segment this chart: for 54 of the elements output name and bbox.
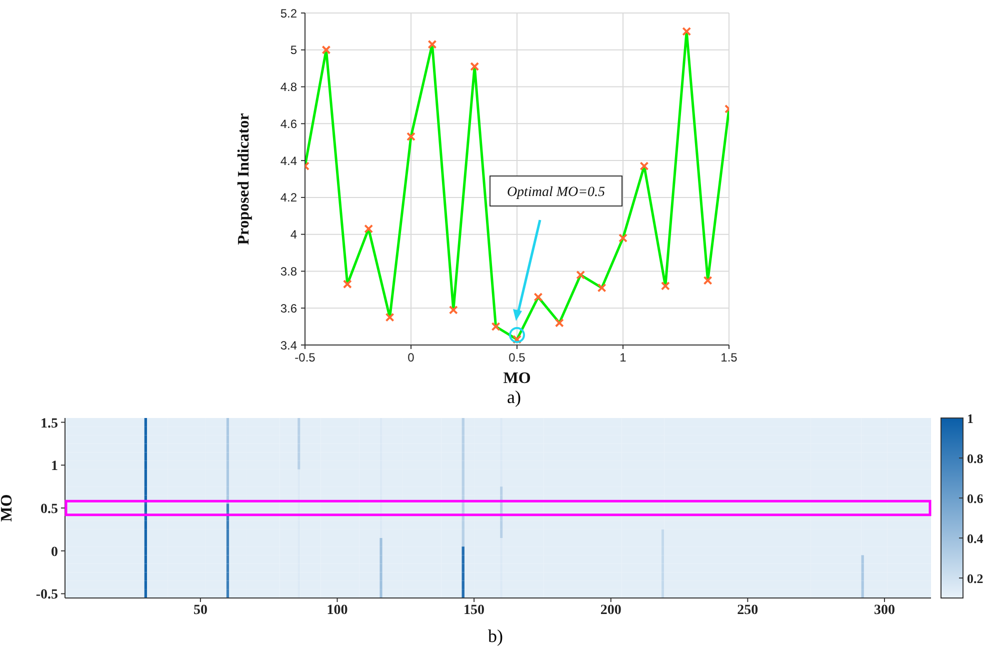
x-tick-label: 1.5 — [720, 350, 738, 365]
x-tick-label: 250 — [737, 602, 758, 618]
y-tick-label: 5.2 — [280, 6, 298, 20]
annotation: Optimal MO=0.5 — [506, 185, 606, 200]
y-tick-label: 5 — [290, 43, 298, 58]
point — [428, 40, 437, 49]
x-tick-label: 200 — [600, 602, 622, 618]
point — [491, 322, 500, 332]
y-tick-label: 1.5 — [40, 416, 58, 432]
y-tick-label: 3.8 — [280, 264, 298, 278]
y-tick-label: 0.5 — [40, 502, 58, 517]
x-tick-label: 1 — [620, 350, 627, 365]
y-tick-label: -0.5 — [36, 588, 58, 603]
y-tick-label: 3.6 — [280, 301, 298, 316]
y-tick-label: 4.4 — [280, 154, 298, 168]
y-tick-label: 4.6 — [280, 116, 298, 131]
color-bar-label: 0.4 — [967, 531, 984, 546]
point — [534, 292, 543, 302]
point — [342, 280, 352, 289]
point — [682, 26, 692, 36]
point — [597, 283, 606, 292]
color-bar-label: 1 — [967, 411, 974, 426]
point — [703, 276, 712, 285]
color-bar-label: 0.2 — [967, 571, 984, 586]
x-tick-label: 300 — [874, 602, 895, 618]
color-bar-label: 0.6 — [967, 491, 984, 506]
x-axis-title: MO — [503, 370, 531, 387]
y-tick-label: 4 — [290, 228, 298, 242]
point — [640, 162, 649, 171]
x-tick-label: 0.5 — [508, 350, 526, 365]
y-tick-label: 3.4 — [280, 338, 298, 352]
y-tick-label: 4.8 — [280, 80, 298, 94]
y-tick-label: 0 — [51, 544, 58, 560]
x-tick-label: 0 — [408, 350, 415, 365]
color-bar-label: 0.8 — [967, 451, 984, 466]
point — [660, 281, 670, 290]
x-tick-label: 50 — [193, 602, 208, 618]
text: a) — [507, 387, 521, 408]
y-axis-title: Proposed Indicator — [236, 113, 253, 245]
x-tick-label: 100 — [326, 602, 348, 618]
text: b) — [488, 626, 503, 647]
y-tick-label: 4.2 — [280, 190, 298, 205]
y-axis-title: MO — [0, 494, 16, 522]
point — [554, 318, 564, 328]
point — [618, 234, 628, 243]
point — [576, 270, 586, 280]
point — [470, 62, 480, 71]
point — [385, 312, 394, 322]
point — [406, 132, 416, 142]
x-tick-label: 150 — [464, 602, 485, 618]
point — [364, 224, 374, 234]
point — [448, 305, 458, 314]
point — [322, 45, 331, 54]
y-tick-label: 1 — [51, 459, 58, 474]
